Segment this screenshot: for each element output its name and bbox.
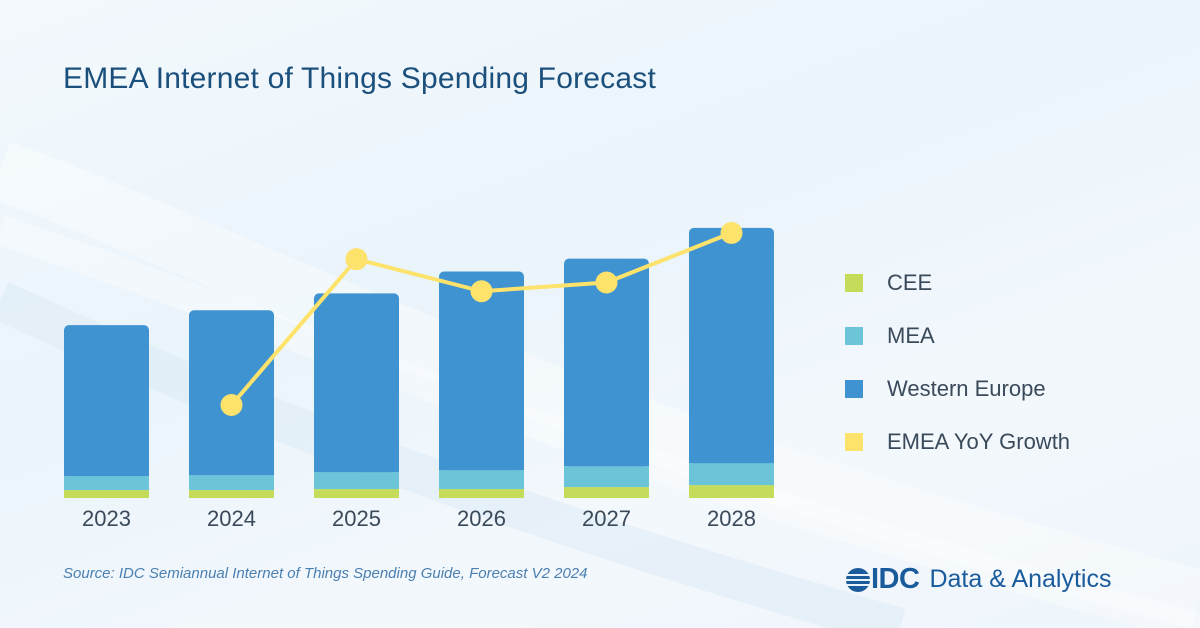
bar-western-europe-2023 [64,325,149,477]
chart-legend: CEE MEA Western Europe EMEA YoY Growth [845,256,1070,468]
bar-western-europe-2024 [189,310,274,476]
bar-cee-2028 [689,485,774,498]
bar-mea-2028 [689,463,774,486]
bar-mea-2025 [314,472,399,490]
point-emea-yoy-growth-2024 [220,394,243,416]
bar-corner-fill-2026 [439,462,524,471]
legend-swatch-western-europe [845,379,863,398]
point-emea-yoy-growth-2028 [720,221,743,244]
source-note: Source: IDC Semiannual Internet of Thing… [63,565,588,582]
x-tick-label-2027: 2027 [582,506,631,531]
bar-western-europe-2025 [314,293,399,473]
logo-tagline: Data & Analytics [929,565,1112,593]
x-tick-label-2025: 2025 [332,506,381,531]
bar-corner-fill-2024 [189,467,274,476]
bar-corner-fill-2023 [64,468,149,477]
x-tick-label-2028: 2028 [707,506,756,531]
point-emea-yoy-growth-2027 [595,271,618,294]
legend-item-western-europe: Western Europe [845,362,1070,415]
bar-cee-2025 [314,489,399,498]
logo-brand: IDC [871,563,920,595]
point-emea-yoy-growth-2025 [345,248,368,271]
bar-mea-2023 [64,476,149,491]
idc-logo: IDC Data & Analytics [845,563,1111,596]
x-tick-label-2026: 2026 [457,506,506,531]
legend-label-mea: MEA [887,322,935,348]
legend-item-cee: CEE [845,256,1070,309]
legend-label-yoy-growth: EMEA YoY Growth [887,428,1071,454]
bar-corner-fill-2027 [564,458,649,467]
legend-swatch-yoy-growth [845,432,863,451]
bar-corner-fill-2028 [689,455,774,464]
bar-western-europe-2028 [689,227,774,464]
bar-cee-2024 [189,490,274,498]
x-tick-label-2024: 2024 [207,506,256,531]
bar-corner-fill-2025 [314,464,399,473]
chart-title: EMEA Internet of Things Spending Forecas… [63,62,656,95]
bar-mea-2026 [439,470,524,490]
globe-icon [845,567,871,592]
legend-swatch-cee [845,273,863,292]
bar-cee-2027 [564,487,649,498]
legend-label-cee: CEE [887,269,933,295]
legend-swatch-mea [845,326,863,345]
bar-cee-2026 [439,489,524,498]
x-tick-label-2023: 2023 [82,506,131,531]
bar-western-europe-2027 [564,258,649,467]
legend-item-yoy-growth: EMEA YoY Growth [845,415,1070,468]
legend-label-western-europe: Western Europe [887,375,1046,401]
bar-cee-2023 [64,490,149,498]
bar-mea-2027 [564,466,649,488]
bar-western-europe-2026 [439,271,524,471]
bar-mea-2024 [189,475,274,491]
point-emea-yoy-growth-2026 [470,280,493,303]
legend-item-mea: MEA [845,309,1070,362]
